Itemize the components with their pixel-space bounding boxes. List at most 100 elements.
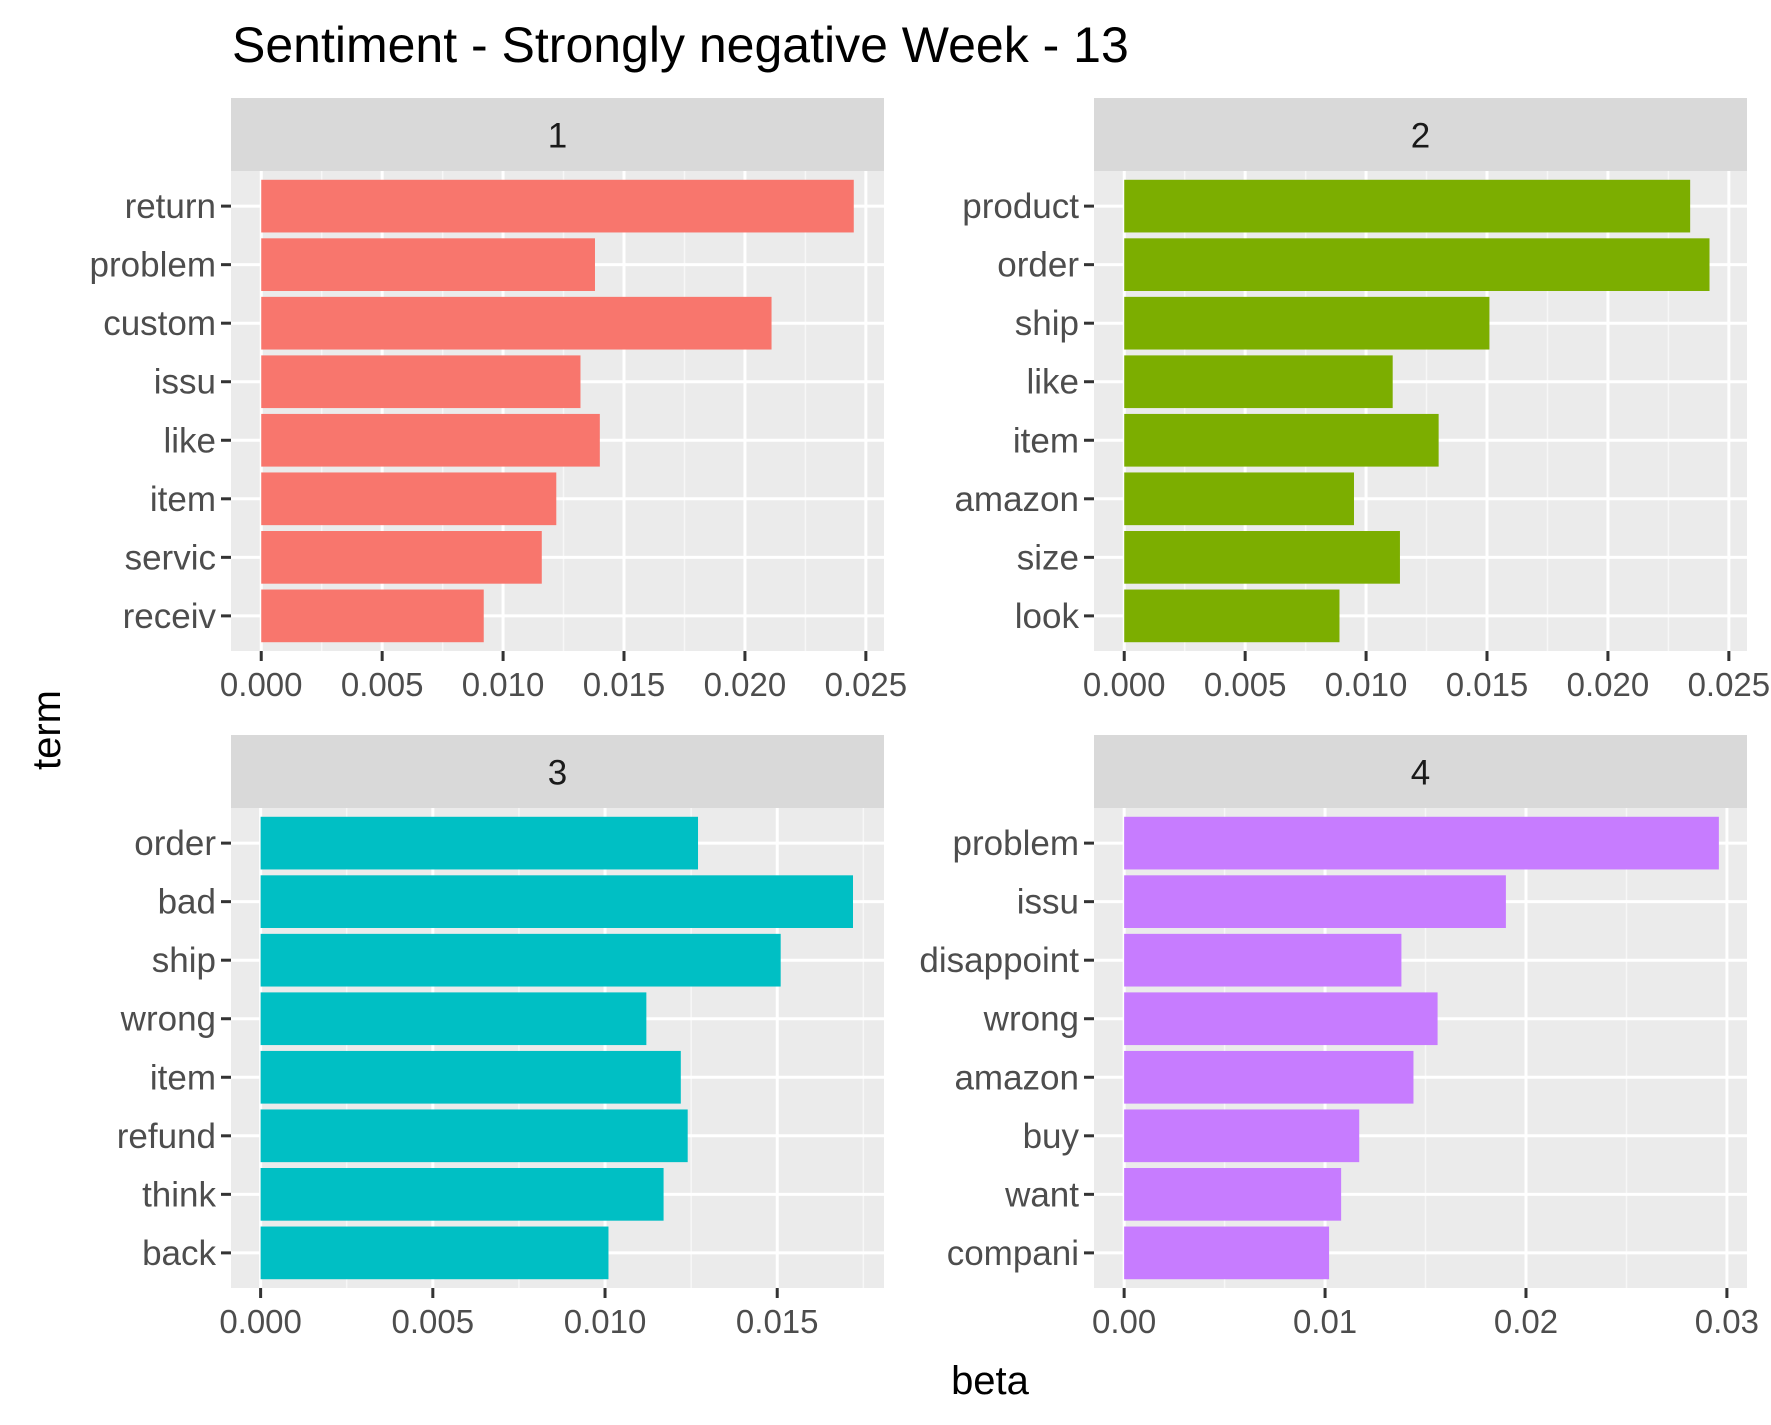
x-tick-label: 0.015: [1446, 666, 1529, 703]
x-axis-title: beta: [951, 1359, 1030, 1403]
bar-item: [260, 1050, 681, 1104]
y-tick-label: want: [1004, 1175, 1079, 1214]
y-tick-label: bad: [158, 883, 216, 922]
bar-receiv: [261, 589, 484, 643]
y-tick-label: issu: [154, 363, 216, 402]
bar-bad: [260, 875, 854, 928]
x-tick-label: 0.015: [583, 666, 666, 703]
x-tick-label: 0.005: [341, 666, 424, 703]
bar-refund: [260, 1109, 688, 1163]
x-tick-label: 0.005: [392, 1303, 475, 1340]
y-tick-label: item: [1013, 421, 1079, 460]
y-tick-label: refund: [117, 1117, 216, 1156]
y-tick-label: return: [125, 187, 216, 226]
x-tick-label: 0.010: [1325, 666, 1408, 703]
x-tick-label: 0.025: [1688, 666, 1771, 703]
facet-strip-label: 1: [548, 117, 567, 156]
x-tick-label: 0.020: [704, 666, 787, 703]
y-tick-label: ship: [152, 941, 216, 980]
bar-like: [261, 413, 600, 467]
x-tick-label: 0.010: [564, 1303, 647, 1340]
facet-panel-1: 1 0.000 0.005 0.010 0.015 0.020 0.025 return pro…: [90, 98, 908, 703]
bar-buy: [1124, 1109, 1360, 1163]
y-tick-label: order: [134, 824, 216, 863]
facet-strip: [231, 735, 884, 808]
y-tick-label: compani: [947, 1234, 1079, 1273]
y-tick-label: size: [1017, 538, 1079, 577]
bar-wrong: [260, 992, 647, 1046]
bar-ship: [1124, 296, 1490, 350]
y-tick-label: like: [1026, 363, 1079, 402]
bar-return: [261, 179, 854, 233]
y-tick-label: problem: [953, 824, 1079, 863]
y-tick-label: like: [163, 421, 216, 460]
y-tick-label: back: [142, 1234, 216, 1273]
facet-panel-2: 2 0.000 0.005 0.010 0.015 0.020 0.025 product or…: [954, 98, 1770, 703]
bar-disappoint: [1124, 933, 1402, 987]
y-tick-label: servic: [125, 538, 216, 577]
y-tick-label: item: [150, 480, 216, 519]
bar-ship: [260, 933, 781, 987]
bar-problem: [1124, 816, 1719, 870]
x-tick-label: 0.010: [462, 666, 545, 703]
y-tick-label: amazon: [954, 1058, 1079, 1097]
bar-issu: [261, 355, 581, 409]
y-tick-label: wrong: [120, 1000, 216, 1039]
y-axis-title: term: [25, 690, 69, 770]
facet-panel-3: 3 0.000 0.005 0.010 0.015 order bad ship wrong it…: [117, 735, 884, 1340]
y-tick-label: wrong: [983, 1000, 1079, 1039]
x-tick-label: 0.015: [736, 1303, 819, 1340]
x-tick-label: 0.000: [220, 666, 303, 703]
x-tick-label: 0.01: [1293, 1303, 1357, 1340]
y-tick-label: buy: [1023, 1117, 1080, 1156]
y-tick-label: look: [1015, 597, 1080, 636]
y-tick-label: ship: [1015, 304, 1079, 343]
bar-look: [1124, 589, 1340, 643]
x-tick-label: 0.005: [1204, 666, 1287, 703]
y-tick-label: custom: [103, 304, 216, 343]
y-tick-label: think: [142, 1175, 216, 1214]
y-tick-label: item: [150, 1058, 216, 1097]
chart-title: Sentiment - Strongly negative Week - 13: [232, 17, 1129, 73]
bar-item: [1124, 413, 1439, 467]
bar-amazon: [1124, 472, 1354, 526]
bar-problem: [261, 238, 595, 291]
bar-size: [1124, 531, 1400, 584]
bar-like: [1124, 355, 1393, 409]
facet-strip: [231, 98, 884, 171]
x-tick-label: 0.025: [825, 666, 908, 703]
bar-custom: [261, 296, 772, 350]
facet-strip: [1094, 735, 1747, 808]
facet-strip-label: 3: [548, 754, 567, 793]
x-tick-label: 0.000: [1083, 666, 1166, 703]
bar-amazon: [1124, 1050, 1414, 1104]
facet-strip-label: 4: [1411, 754, 1430, 793]
y-tick-label: amazon: [954, 480, 1079, 519]
bar-servic: [261, 531, 542, 584]
y-tick-label: order: [997, 246, 1079, 285]
facet-strip: [1094, 98, 1747, 171]
bar-back: [260, 1226, 609, 1280]
bar-wrong: [1124, 992, 1438, 1046]
x-tick-label: 0.020: [1567, 666, 1650, 703]
y-tick-label: issu: [1017, 883, 1079, 922]
x-tick-label: 0.03: [1695, 1303, 1759, 1340]
facet-strip-label: 2: [1411, 117, 1430, 156]
bar-item: [261, 472, 557, 526]
bar-want: [1124, 1168, 1342, 1221]
y-tick-label: disappoint: [919, 941, 1079, 980]
bar-issu: [1124, 875, 1506, 928]
x-tick-label: 0.02: [1494, 1303, 1558, 1340]
bar-compani: [1124, 1226, 1330, 1280]
facet-panels: 1 0.000 0.005 0.010 0.015 0.020 0.025 return pro…: [90, 98, 1770, 1340]
bar-order: [1124, 238, 1710, 291]
x-tick-label: 0.00: [1092, 1303, 1156, 1340]
y-tick-label: problem: [90, 246, 216, 285]
x-tick-label: 0.000: [219, 1303, 302, 1340]
bar-think: [260, 1168, 664, 1221]
bar-order: [260, 816, 699, 870]
bar-product: [1124, 179, 1691, 233]
y-tick-label: product: [962, 187, 1079, 226]
y-tick-label: receiv: [123, 597, 217, 636]
